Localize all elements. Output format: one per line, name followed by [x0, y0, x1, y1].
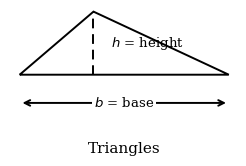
- Text: $b$ = base: $b$ = base: [94, 96, 154, 110]
- Text: Triangles: Triangles: [88, 142, 161, 156]
- Text: $h$ = height: $h$ = height: [111, 35, 183, 52]
